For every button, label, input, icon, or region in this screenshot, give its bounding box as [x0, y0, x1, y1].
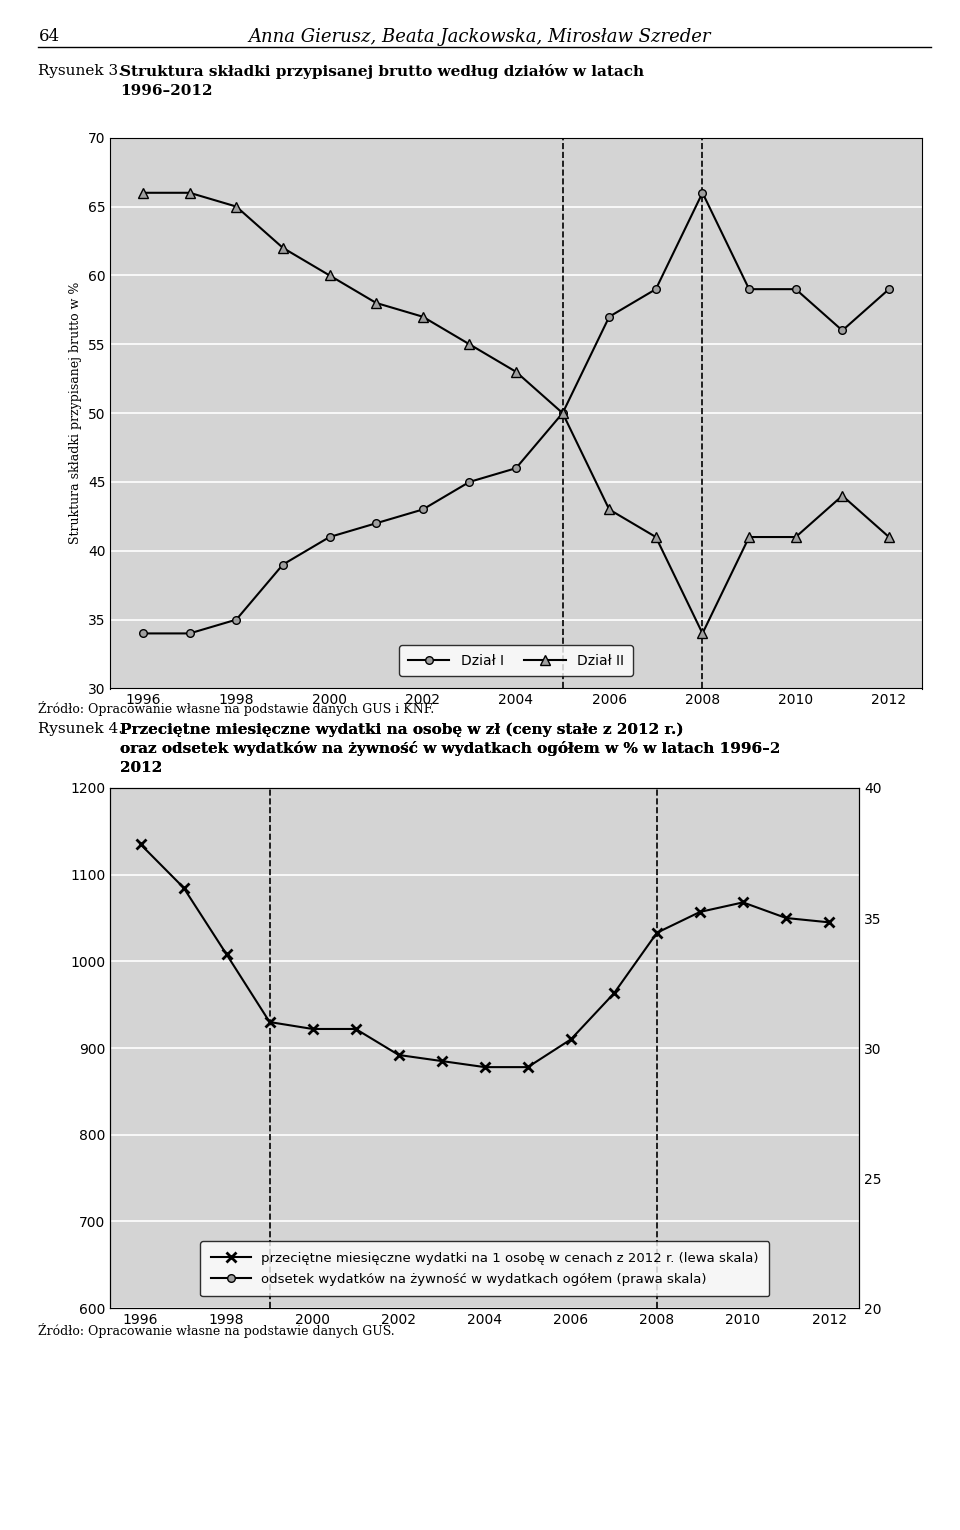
Text: Rysunek 4.: Rysunek 4. — [38, 722, 129, 736]
Text: Anna Gierusz, Beata Jackowska, Mirosław Szreder: Anna Gierusz, Beata Jackowska, Mirosław … — [249, 28, 711, 46]
Text: 64: 64 — [38, 28, 60, 44]
Text: Rysunek 3.: Rysunek 3. — [38, 64, 128, 78]
Y-axis label: Struktura składki przypisanej brutto w %: Struktura składki przypisanej brutto w % — [69, 282, 83, 545]
Text: Źródło: Opracowanie własne na podstawie danych GUS i KNF.: Źródło: Opracowanie własne na podstawie … — [38, 701, 435, 716]
Text: Struktura składki przypisanej brutto według działów w latach
1996–2012: Struktura składki przypisanej brutto wed… — [120, 64, 644, 98]
Text: Źródło: Opracowanie własne na podstawie danych GUS.: Źródło: Opracowanie własne na podstawie … — [38, 1323, 395, 1339]
Text: Przeciętne miesięczne wydatki na osobę w zł (ceny stałe z 2012 r.)
oraz odsetek : Przeciętne miesięczne wydatki na osobę w… — [120, 722, 780, 774]
Legend: przeciętne miesięczne wydatki na 1 osobę w cenach z 2012 r. (lewa skala), odsete: przeciętne miesięczne wydatki na 1 osobę… — [201, 1241, 769, 1296]
Legend: Dział I, Dział II: Dział I, Dział II — [399, 646, 633, 676]
Text: Przeciętne miesięczne wydatki na osobę w zł (ceny stałe z 2012 r.)
oraz odsetek : Przeciętne miesięczne wydatki na osobę w… — [120, 722, 770, 774]
